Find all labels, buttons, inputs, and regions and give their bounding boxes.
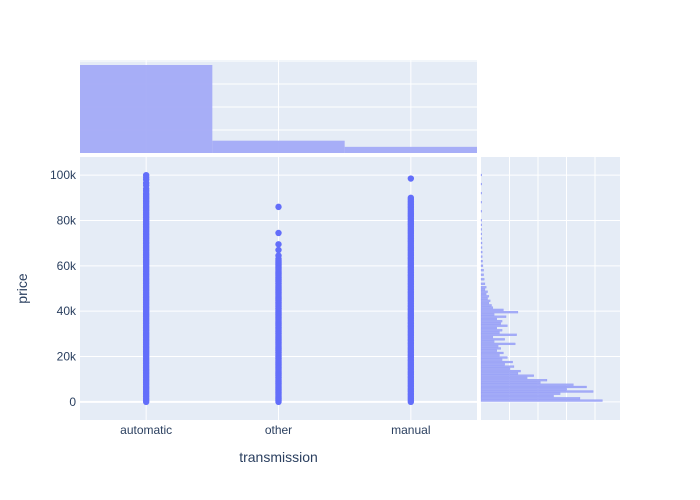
top-hist-bar xyxy=(212,141,344,153)
right-hist-bar xyxy=(481,316,506,318)
y-axis-title: price xyxy=(14,273,30,304)
right-hist-bar xyxy=(481,304,492,306)
right-hist-bar xyxy=(481,313,494,315)
right-hist-bar xyxy=(481,338,505,340)
top-hist-bar xyxy=(80,65,212,153)
scatter-point xyxy=(275,241,281,247)
right-hist-bar xyxy=(481,363,505,365)
right-hist-bar xyxy=(481,323,501,325)
right-hist-bar xyxy=(481,397,580,399)
right-hist-bar xyxy=(481,174,482,176)
right-hist-bar xyxy=(481,341,494,343)
right-hist-bar xyxy=(481,289,485,291)
right-hist-bar xyxy=(481,343,515,345)
right-hist-bar xyxy=(481,260,483,262)
x-tick-label: other xyxy=(265,423,292,437)
y-tick-label: 40k xyxy=(57,304,77,318)
right-hist-bar xyxy=(481,283,485,285)
right-hist-bar xyxy=(481,366,514,368)
right-hist-bar xyxy=(481,274,484,276)
right-hist-bar xyxy=(481,278,484,280)
scatter-point xyxy=(275,204,281,210)
y-tick-label: 80k xyxy=(57,213,77,227)
right-hist-bar xyxy=(481,219,482,221)
scatter-point xyxy=(275,252,281,258)
scatter-point xyxy=(275,230,281,236)
right-hist-bar xyxy=(481,372,518,374)
right-hist-bar xyxy=(481,379,547,381)
right-hist-bar xyxy=(481,375,534,377)
right-hist-bar xyxy=(481,345,498,347)
right-hist-bar xyxy=(481,247,482,249)
right-hist-bar xyxy=(481,242,482,244)
y-tick-label: 100k xyxy=(50,168,77,182)
scatter-point xyxy=(408,175,414,181)
x-tick-label: manual xyxy=(391,423,430,437)
right-hist-bar xyxy=(481,400,602,402)
right-hist-bar xyxy=(481,309,503,311)
right-hist-bar xyxy=(481,329,502,331)
right-hist-bar xyxy=(481,386,587,388)
right-hist-bar xyxy=(481,377,527,379)
right-hist-bar xyxy=(481,307,493,309)
right-hist-bar xyxy=(481,370,521,372)
right-hist-bar xyxy=(481,311,518,313)
right-hist-bar xyxy=(481,368,510,370)
right-hist-bar xyxy=(481,359,502,361)
right-hist-bar xyxy=(481,256,482,258)
right-hist-bar xyxy=(481,391,593,393)
right-hist-bar xyxy=(481,327,497,329)
right-hist-bar xyxy=(481,384,573,386)
right-hist-bar xyxy=(481,357,507,359)
right-hist-bar xyxy=(481,291,488,293)
right-hist-bar xyxy=(481,251,482,253)
right-hist-bar xyxy=(481,224,482,226)
scatter-point xyxy=(275,247,281,253)
right-hist-bar xyxy=(481,210,482,212)
right-hist-bar xyxy=(481,381,540,383)
right-hist-bar xyxy=(481,265,483,267)
right-hist-bar xyxy=(481,298,488,300)
y-tick-label: 20k xyxy=(57,350,77,364)
x-tick-label: automatic xyxy=(120,423,172,437)
right-hist-bar xyxy=(481,192,482,194)
right-hist-bar xyxy=(481,201,482,203)
right-hist-bar xyxy=(481,334,517,336)
right-hist-bar xyxy=(481,300,490,302)
right-hist-bar xyxy=(481,183,482,185)
right-hist-bar xyxy=(481,286,486,288)
right-hist-bar xyxy=(481,302,489,304)
right-hist-bar xyxy=(481,269,484,271)
right-hist-bar xyxy=(481,393,560,395)
y-tick-label: 60k xyxy=(57,259,77,273)
scatter-point xyxy=(143,172,149,178)
right-hist-bar xyxy=(481,354,499,356)
right-hist-bar xyxy=(481,336,493,338)
right-hist-bar xyxy=(481,388,567,390)
right-hist-bar xyxy=(481,320,502,322)
right-hist-bar xyxy=(481,293,486,295)
right-hist-bar xyxy=(481,295,489,297)
x-axis-title: transmission xyxy=(239,449,318,465)
right-hist-bar xyxy=(481,352,503,354)
y-tick-label: 0 xyxy=(69,395,76,409)
right-hist-bar xyxy=(481,347,501,349)
right-hist-bar xyxy=(481,233,482,235)
right-hist-bar xyxy=(481,361,513,363)
right-hist-bar xyxy=(481,228,482,230)
right-hist-bar xyxy=(481,325,507,327)
right-hist-bar xyxy=(481,237,482,239)
scatter-point xyxy=(408,195,414,201)
top-hist-bar xyxy=(345,147,477,153)
right-hist-bar xyxy=(481,318,497,320)
right-hist-bar xyxy=(481,395,554,397)
right-hist-bar xyxy=(481,332,499,334)
right-hist-bar xyxy=(481,350,497,352)
